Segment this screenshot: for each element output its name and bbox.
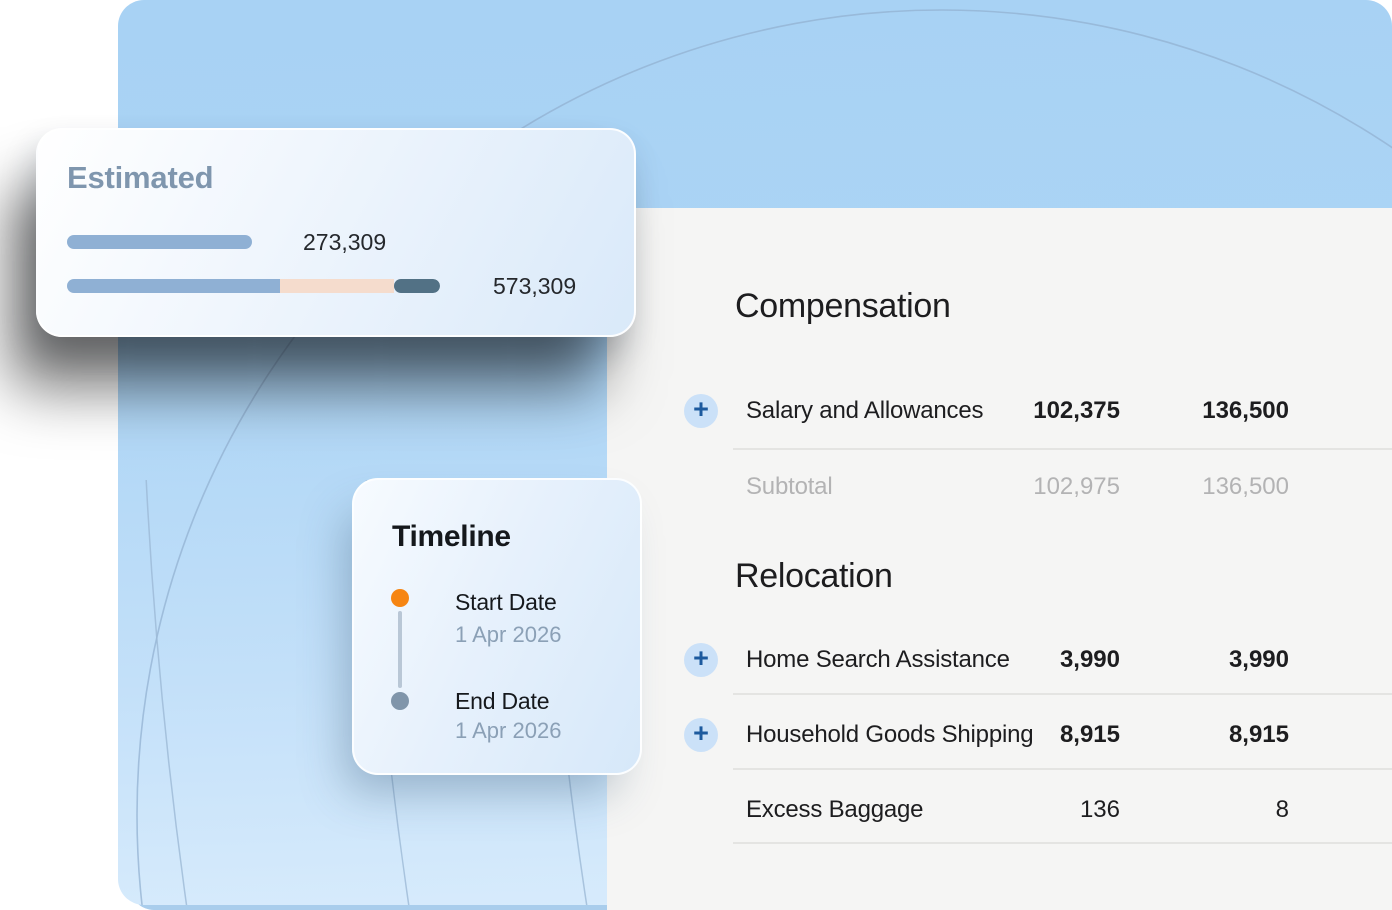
timeline-end-date: 1 Apr 2026 bbox=[455, 718, 562, 743]
row-value-col2: 136,500 bbox=[1202, 397, 1289, 424]
timeline-card: Timeline Start Date 1 Apr 2026 End Date … bbox=[352, 478, 642, 775]
row-label: Household Goods Shipping bbox=[746, 721, 1034, 748]
row-value-col2: 8,915 bbox=[1228, 721, 1289, 748]
row-divider bbox=[733, 768, 1392, 770]
timeline-start-label: Start Date bbox=[455, 589, 557, 615]
timeline-end-label: End Date bbox=[455, 688, 550, 714]
row-divider bbox=[733, 842, 1392, 844]
row-value-col2: 3,990 bbox=[1228, 646, 1289, 673]
row-divider bbox=[733, 693, 1392, 695]
table-row-subtotal: Subtotal 102,975 136,500 bbox=[607, 462, 1392, 512]
timeline-card-title: Timeline bbox=[392, 520, 511, 553]
row-divider bbox=[733, 448, 1392, 450]
row-value-col1: 102,375 bbox=[1033, 397, 1120, 424]
table-row-household-goods: + Household Goods Shipping 8,915 8,915 bbox=[607, 710, 1392, 760]
estimated-progress-bar-2 bbox=[67, 279, 440, 293]
estimated-bar-2-value: 573,309 bbox=[493, 273, 577, 299]
estimated-bar-1-value: 273,309 bbox=[303, 229, 387, 255]
table-row-home-search: + Home Search Assistance 3,990 3,990 bbox=[607, 635, 1392, 685]
row-value-col2: 8 bbox=[1275, 796, 1289, 823]
add-home-search-button[interactable]: + bbox=[684, 643, 718, 677]
row-label: Excess Baggage bbox=[746, 796, 924, 823]
timeline-start-dot-icon bbox=[391, 589, 409, 607]
cost-table-panel: Compensation + Salary and Allowances 102… bbox=[607, 208, 1392, 910]
plus-icon: + bbox=[693, 643, 709, 673]
timeline-start-date: 1 Apr 2026 bbox=[455, 622, 562, 647]
add-salary-button[interactable]: + bbox=[684, 394, 718, 428]
bar-segment-blue bbox=[67, 279, 280, 293]
row-value-col1: 136 bbox=[1079, 796, 1120, 823]
plus-icon: + bbox=[693, 718, 709, 748]
row-value-col1: 8,915 bbox=[1059, 721, 1120, 748]
plus-icon: + bbox=[693, 394, 709, 424]
timeline-end-dot-icon bbox=[391, 692, 409, 710]
estimated-progress-bar-1 bbox=[67, 235, 252, 249]
estimated-card-title: Estimated bbox=[67, 160, 214, 195]
bar-segment-blue bbox=[67, 235, 252, 249]
estimated-card: Estimated 273,309 573,309 bbox=[36, 128, 636, 337]
decorative-arc-top bbox=[136, 9, 1392, 905]
row-label: Home Search Assistance bbox=[746, 646, 1010, 673]
row-label: Salary and Allowances bbox=[746, 397, 984, 424]
row-label: Subtotal bbox=[746, 473, 833, 500]
section-title-compensation: Compensation bbox=[735, 287, 951, 325]
add-household-goods-button[interactable]: + bbox=[684, 718, 718, 752]
table-row-salary: + Salary and Allowances 102,375 136,500 bbox=[607, 386, 1392, 436]
row-value-col1: 3,990 bbox=[1059, 646, 1120, 673]
timeline-connector-line bbox=[398, 611, 402, 688]
row-value-col1: 102,975 bbox=[1033, 473, 1120, 500]
section-title-relocation: Relocation bbox=[735, 557, 893, 595]
row-value-col2: 136,500 bbox=[1202, 473, 1289, 500]
bar-segment-peach bbox=[280, 279, 394, 293]
bar-segment-slate bbox=[394, 279, 440, 293]
table-row-excess-baggage: Excess Baggage 136 8 bbox=[607, 785, 1392, 835]
